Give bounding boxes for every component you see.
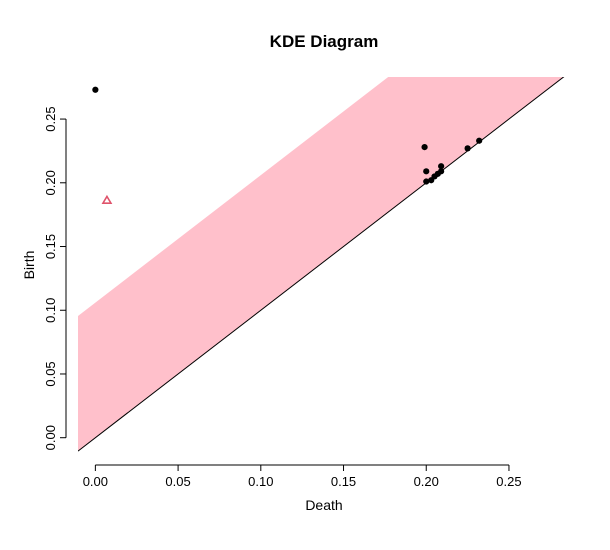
triangle-point — [101, 194, 113, 204]
y-axis-label: Birth — [21, 251, 37, 280]
data-point — [423, 178, 430, 185]
points-layer — [92, 86, 483, 204]
y-tick-label: 0.10 — [43, 298, 58, 323]
diagonal-line — [78, 77, 565, 452]
confidence-band — [78, 77, 564, 452]
data-point — [464, 145, 471, 152]
data-point — [438, 163, 445, 170]
y-axis: 0.00 0.05 0.10 0.15 0.20 0.25 — [43, 106, 66, 450]
y-tick-label: 0.20 — [43, 170, 58, 195]
data-point — [92, 86, 99, 93]
x-tick-label: 0.05 — [165, 474, 190, 489]
y-tick-label: 0.05 — [43, 361, 58, 386]
y-tick-label: 0.15 — [43, 234, 58, 259]
x-tick-label: 0.00 — [83, 474, 108, 489]
x-axis-label: Death — [305, 497, 342, 513]
x-tick-label: 0.20 — [414, 474, 439, 489]
data-point — [476, 137, 483, 144]
x-axis: 0.00 0.05 0.10 0.15 0.20 0.25 — [83, 465, 522, 489]
data-point — [421, 144, 428, 151]
chart-title: KDE Diagram — [270, 32, 379, 51]
x-tick-label: 0.25 — [496, 474, 521, 489]
y-tick-label: 0.25 — [43, 106, 58, 131]
data-point — [423, 168, 430, 175]
x-tick-label: 0.15 — [331, 474, 356, 489]
y-tick-label: 0.00 — [43, 425, 58, 450]
plot-area — [78, 77, 565, 452]
data-point — [438, 168, 445, 175]
x-tick-label: 0.10 — [248, 474, 273, 489]
